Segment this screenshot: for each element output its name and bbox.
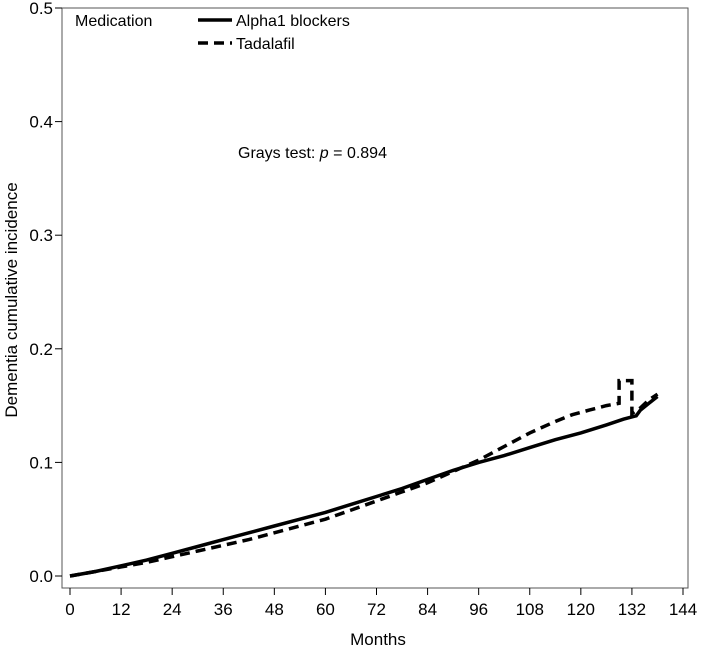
x-tick-label-5: 60 <box>316 600 335 619</box>
legend: Medication Alpha1 blockers Tadalafil <box>75 13 350 53</box>
series-line-alpha1-blockers <box>69 395 659 578</box>
y-axis-label: Dementia cumulative incidence <box>2 182 21 417</box>
x-tick-label-8: 96 <box>469 600 488 619</box>
x-axis-label: Months <box>350 630 406 649</box>
x-tick-label-2: 24 <box>163 600 182 619</box>
grays-test-annotation: Grays test: p = 0.894 <box>238 145 387 162</box>
series-line-tadalafil <box>69 378 659 578</box>
x-tick-label-12: 144 <box>669 600 697 619</box>
x-tick-label-3: 36 <box>214 600 233 619</box>
y-tick-label-3: 0.3 <box>29 226 53 245</box>
plot-frame <box>61 7 689 589</box>
y-tick-label-1: 0.1 <box>29 453 53 472</box>
x-tick-label-10: 120 <box>567 600 595 619</box>
y-tick-label-5: 0.5 <box>29 0 53 18</box>
y-axis: 0.0 0.1 0.2 0.3 0.4 0.5 <box>29 0 62 586</box>
x-tick-label-7: 84 <box>418 600 437 619</box>
series-layer <box>69 378 659 578</box>
x-tick-label-0: 0 <box>65 600 74 619</box>
annotation-p-symbol: p <box>319 145 329 162</box>
annotation-suffix: = 0.894 <box>329 145 387 162</box>
y-tick-label-2: 0.2 <box>29 340 53 359</box>
x-tick-label-6: 72 <box>367 600 386 619</box>
x-axis: 0 12 24 36 48 60 72 84 96 108 120 132 144 <box>65 588 697 619</box>
legend-label-alpha1: Alpha1 blockers <box>236 13 350 30</box>
x-tick-label-11: 132 <box>618 600 646 619</box>
annotation-prefix: Grays test: <box>238 145 320 162</box>
y-tick-label-0: 0.0 <box>29 567 53 586</box>
y-tick-label-4: 0.4 <box>29 113 53 132</box>
legend-label-tadalafil: Tadalafil <box>236 36 295 53</box>
x-tick-label-9: 108 <box>516 600 544 619</box>
x-tick-label-1: 12 <box>112 600 131 619</box>
x-tick-label-4: 48 <box>265 600 284 619</box>
legend-title: Medication <box>75 13 152 30</box>
